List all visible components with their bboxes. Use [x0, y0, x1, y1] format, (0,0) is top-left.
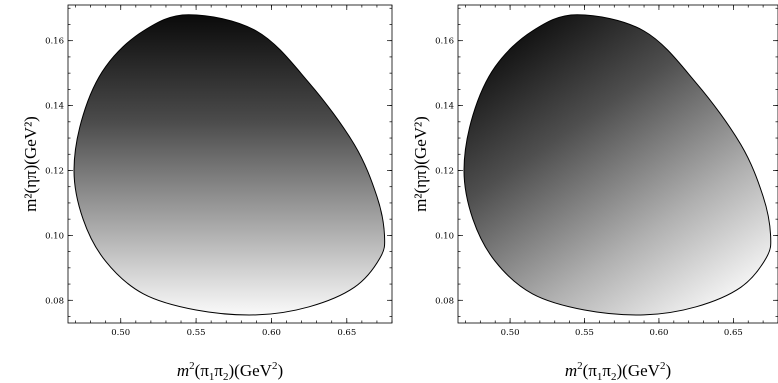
- x-tick-label: 0.50: [501, 328, 520, 338]
- y-tick-label: 0.16: [435, 37, 454, 47]
- y-tick-label: 0.10: [45, 231, 64, 241]
- plot-frame: [457, 4, 778, 324]
- x-tick-label: 0.65: [724, 328, 743, 338]
- y-tick-label: 0.14: [45, 102, 64, 112]
- y-tick-label: 0.10: [435, 231, 454, 241]
- y-tick-label: 0.16: [45, 37, 64, 47]
- dalitz-boundary: [463, 14, 772, 316]
- x-tick-label: 0.55: [575, 328, 594, 338]
- chart-panel-left: 0.50 0.55 0.60 0.65 0.08 0.10 0.12 0.14 0.16 m2(π…: [21, 4, 393, 383]
- density-region: [464, 14, 771, 315]
- y-axis-title: m²(ηπ)(GeV²): [411, 116, 430, 212]
- y-tick-label: 0.08: [435, 296, 454, 306]
- x-tick-label: 0.60: [649, 328, 668, 338]
- x-tick-label: 0.65: [337, 328, 356, 338]
- x-axis-title: m2(π1π2)(GeV2): [565, 360, 671, 383]
- y-tick-label: 0.14: [435, 102, 454, 112]
- x-tick-label: 0.55: [187, 328, 206, 338]
- y-axis-title: m²(ηπ)(GeV²): [21, 116, 40, 212]
- x-tick-label: 0.50: [111, 328, 130, 338]
- density-region: [74, 14, 385, 315]
- y-tick-label: 0.12: [45, 166, 64, 176]
- dalitz-boundary: [73, 14, 386, 316]
- y-tick-label: 0.12: [435, 166, 454, 176]
- chart-panel-right: 0.50 0.55 0.60 0.65 0.08 0.10 0.12 0.14 0.16 m2(π…: [411, 4, 778, 383]
- x-tick-label: 0.60: [262, 328, 281, 338]
- plot-frame: [67, 4, 393, 324]
- y-tick-label: 0.08: [45, 296, 64, 306]
- x-axis-title: m2(π1π2)(GeV2): [177, 360, 283, 383]
